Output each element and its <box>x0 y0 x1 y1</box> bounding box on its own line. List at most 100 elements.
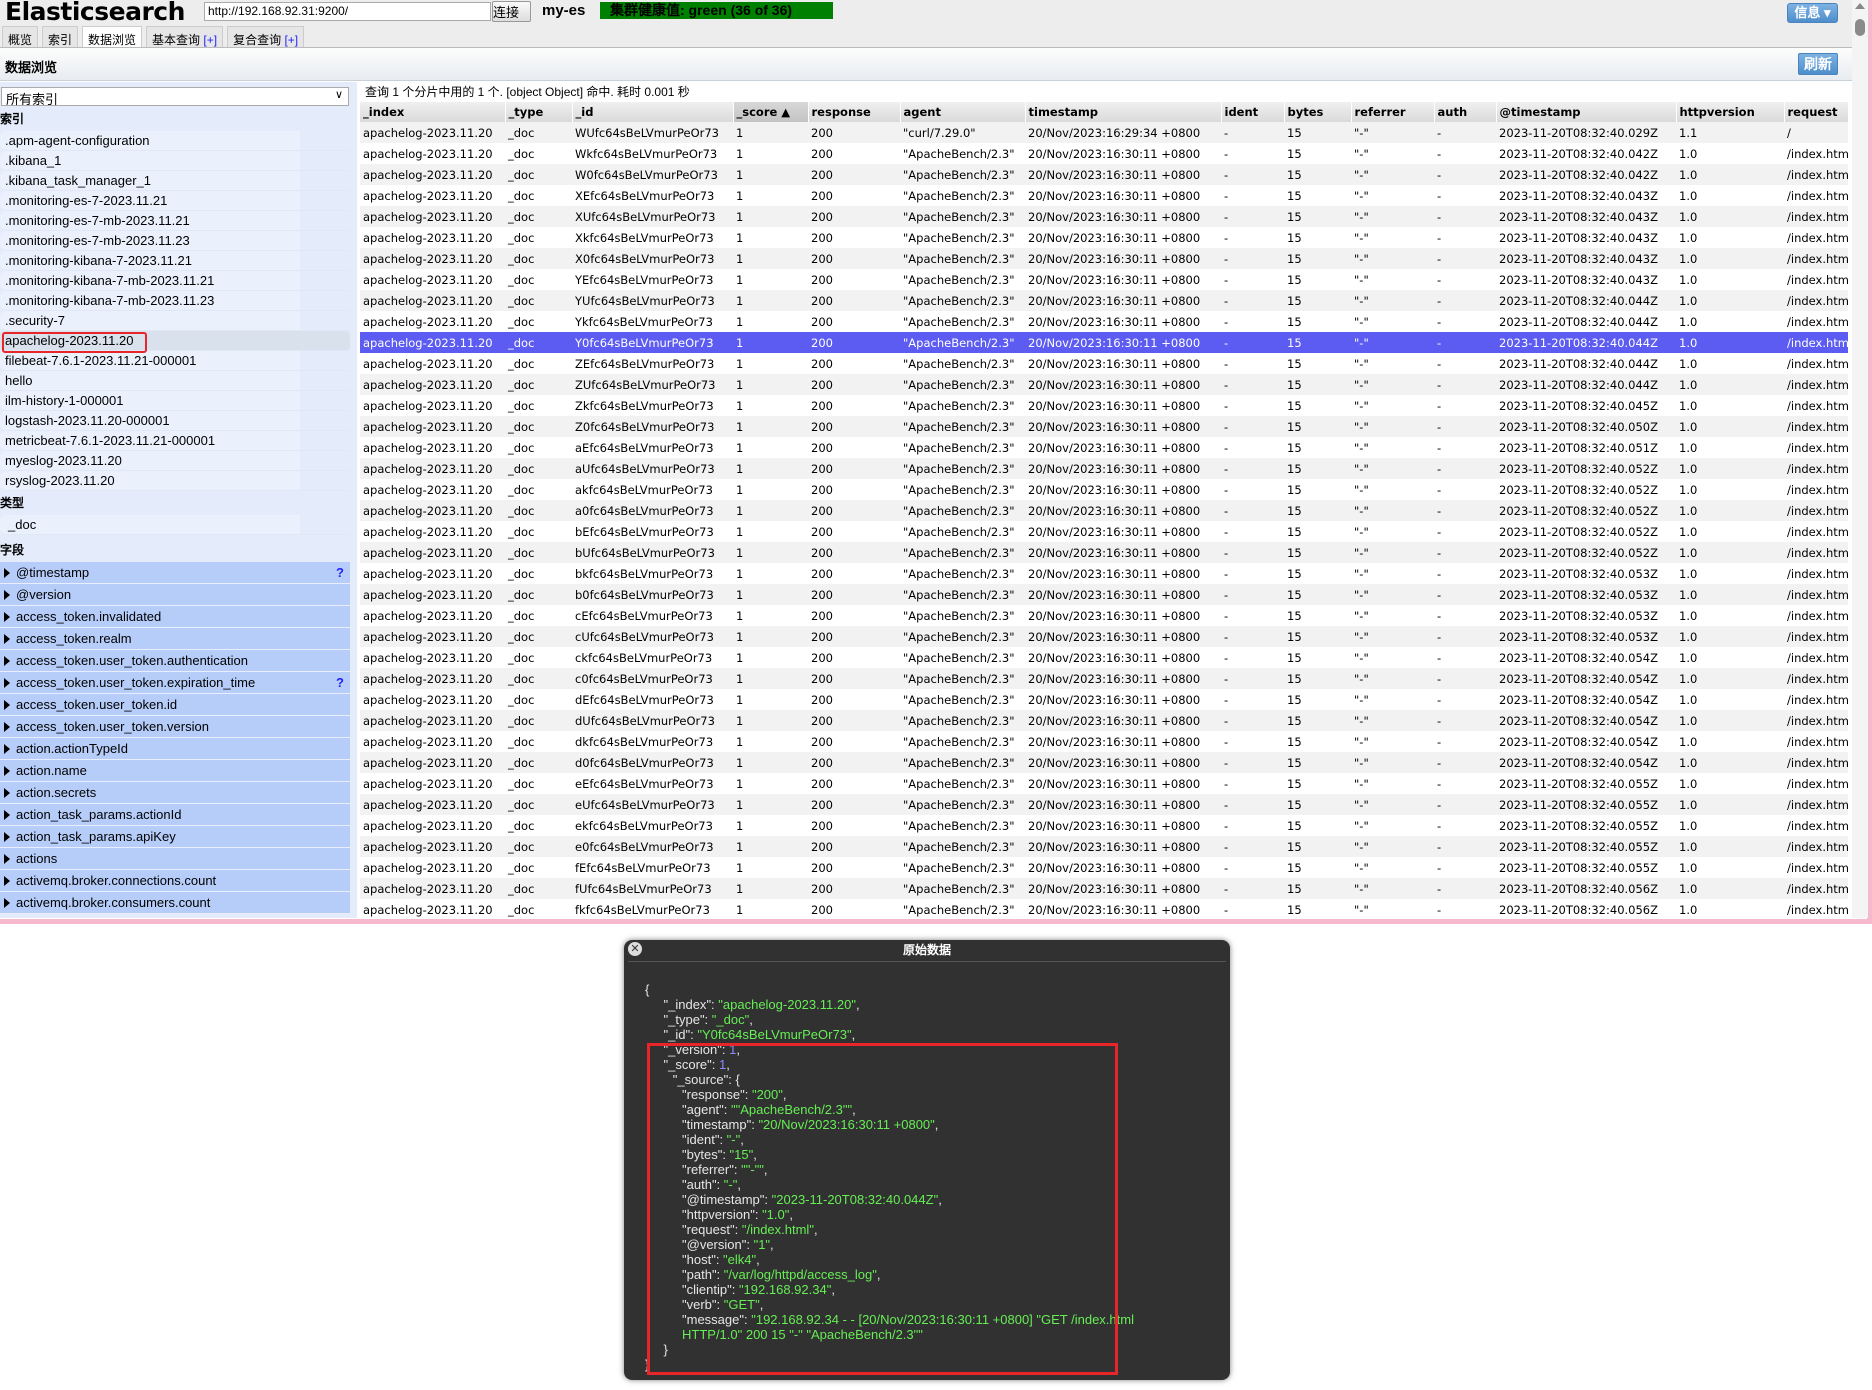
column-header[interactable]: _index <box>360 102 506 122</box>
tab-1[interactable]: 索引 <box>42 26 79 48</box>
refresh-button[interactable]: 刷新 <box>1798 53 1838 75</box>
table-row[interactable]: apachelog-2023.11.20 _doc Xkfc64sBeLVmurPe… <box>360 227 1848 248</box>
column-header[interactable]: httpversion <box>1676 102 1785 122</box>
sidebar-field-item[interactable]: activemq.broker.connections.count <box>0 870 350 892</box>
column-header[interactable]: bytes <box>1284 102 1352 122</box>
table-row[interactable]: apachelog-2023.11.20 _doc d0fc64sBeLVmurPe… <box>360 752 1848 773</box>
table-row[interactable]: apachelog-2023.11.20 _doc bEfc64sBeLVmurPe… <box>360 521 1848 542</box>
expand-triangle-icon[interactable] <box>4 656 10 666</box>
expand-triangle-icon[interactable] <box>4 634 10 644</box>
column-header[interactable]: _score ▲ <box>733 102 809 122</box>
sidebar-index-item[interactable]: metricbeat-7.6.1-2023.11.21-000001 <box>0 431 350 451</box>
table-row[interactable]: apachelog-2023.11.20 _doc a0fc64sBeLVmurPe… <box>360 500 1848 521</box>
column-header[interactable]: auth <box>1434 102 1497 122</box>
table-row[interactable]: apachelog-2023.11.20 _doc eEfc64sBeLVmurPe… <box>360 773 1848 794</box>
table-row[interactable]: apachelog-2023.11.20 _doc W0fc64sBeLVmurPe… <box>360 164 1848 185</box>
sidebar-index-item[interactable]: ilm-history-1-000001 <box>0 391 350 411</box>
sidebar-field-item[interactable]: @version <box>0 584 350 606</box>
table-row[interactable]: apachelog-2023.11.20 _doc dEfc64sBeLVmurPe… <box>360 689 1848 710</box>
table-row[interactable]: apachelog-2023.11.20 _doc e0fc64sBeLVmurPe… <box>360 836 1848 857</box>
expand-triangle-icon[interactable] <box>4 832 10 842</box>
table-row[interactable]: apachelog-2023.11.20 _doc dkfc64sBeLVmurPe… <box>360 731 1848 752</box>
column-header[interactable]: timestamp <box>1025 102 1222 122</box>
sidebar-field-item[interactable]: access_token.user_token.expiration_time? <box>0 672 350 694</box>
table-row[interactable]: apachelog-2023.11.20 _doc bkfc64sBeLVmurPe… <box>360 563 1848 584</box>
sidebar-index-item[interactable]: myeslog-2023.11.20 <box>0 451 350 471</box>
table-row[interactable]: apachelog-2023.11.20 _doc YUfc64sBeLVmurPe… <box>360 290 1848 311</box>
table-row[interactable]: apachelog-2023.11.20 _doc fUfc64sBeLVmurPe… <box>360 878 1848 899</box>
table-row[interactable]: apachelog-2023.11.20 _doc XUfc64sBeLVmurPe… <box>360 206 1848 227</box>
sidebar-index-item[interactable]: .kibana_task_manager_1 <box>0 171 350 191</box>
expand-triangle-icon[interactable] <box>4 854 10 864</box>
sidebar-index-item[interactable]: .monitoring-kibana-7-mb-2023.11.21 <box>0 271 350 291</box>
sidebar-field-item[interactable]: action_task_params.actionId <box>0 804 350 826</box>
add-tab-link[interactable]: [+] <box>284 33 299 47</box>
expand-triangle-icon[interactable] <box>4 744 10 754</box>
tab-4[interactable]: 复合查询 [+] <box>227 26 305 48</box>
table-row[interactable]: apachelog-2023.11.20 _doc akfc64sBeLVmurPe… <box>360 479 1848 500</box>
tab-3[interactable]: 基本查询 [+] <box>146 26 224 48</box>
sidebar-field-item[interactable]: action_task_params.apiKey <box>0 826 350 848</box>
sidebar-index-item[interactable]: hello <box>0 371 350 391</box>
index-select[interactable]: 所有索引 ∨ <box>1 87 349 107</box>
help-icon[interactable]: ? <box>336 675 344 690</box>
tab-2[interactable]: 数据浏览 <box>82 26 143 49</box>
table-row[interactable]: apachelog-2023.11.20 _doc Wkfc64sBeLVmurPe… <box>360 143 1848 164</box>
sidebar-field-item[interactable]: access_token.invalidated <box>0 606 350 628</box>
table-row[interactable]: apachelog-2023.11.20 _doc fkfc64sBeLVmurPe… <box>360 899 1848 918</box>
table-row[interactable]: apachelog-2023.11.20 _doc YEfc64sBeLVmurPe… <box>360 269 1848 290</box>
sidebar-field-item[interactable]: access_token.user_token.id <box>0 694 350 716</box>
column-header[interactable]: referrer <box>1351 102 1435 122</box>
scrollbar-thumb[interactable] <box>1855 19 1865 36</box>
table-row[interactable]: apachelog-2023.11.20 _doc ZUfc64sBeLVmurPe… <box>360 374 1848 395</box>
table-row[interactable]: apachelog-2023.11.20 _doc ZEfc64sBeLVmurPe… <box>360 353 1848 374</box>
scrollbar[interactable] <box>1852 0 1868 918</box>
scroll-up-arrow-icon[interactable] <box>1855 3 1865 9</box>
connect-button[interactable]: 连接 <box>492 1 531 22</box>
add-tab-link[interactable]: [+] <box>203 33 218 47</box>
sidebar-index-item[interactable]: .apm-agent-configuration <box>0 131 350 151</box>
table-row[interactable]: apachelog-2023.11.20 _doc cEfc64sBeLVmurPe… <box>360 605 1848 626</box>
sidebar-index-item[interactable]: .monitoring-es-7-2023.11.21 <box>0 191 350 211</box>
sidebar-index-item[interactable]: rsyslog-2023.11.20 <box>0 471 350 491</box>
column-header[interactable]: _id <box>572 102 734 122</box>
sidebar-index-item[interactable]: filebeat-7.6.1-2023.11.21-000001 <box>0 351 350 371</box>
column-header[interactable]: ident <box>1221 102 1285 122</box>
expand-triangle-icon[interactable] <box>4 810 10 820</box>
sidebar-index-item[interactable]: .monitoring-es-7-mb-2023.11.21 <box>0 211 350 231</box>
help-icon[interactable]: ? <box>336 565 344 580</box>
table-row[interactable]: apachelog-2023.11.20 _doc b0fc64sBeLVmurPe… <box>360 584 1848 605</box>
table-row[interactable]: apachelog-2023.11.20 _doc X0fc64sBeLVmurPe… <box>360 248 1848 269</box>
column-header[interactable]: agent <box>900 102 1026 122</box>
sidebar-index-item[interactable]: .monitoring-kibana-7-2023.11.21 <box>0 251 350 271</box>
sidebar-field-item[interactable]: access_token.user_token.version <box>0 716 350 738</box>
table-row[interactable]: apachelog-2023.11.20 _doc ckfc64sBeLVmurPe… <box>360 647 1848 668</box>
column-header[interactable]: request <box>1784 102 1849 122</box>
expand-triangle-icon[interactable] <box>4 678 10 688</box>
expand-triangle-icon[interactable] <box>4 568 10 578</box>
expand-triangle-icon[interactable] <box>4 788 10 798</box>
cluster-url-input[interactable]: http://192.168.92.31:9200/ <box>204 2 491 21</box>
sidebar-field-item[interactable]: action.actionTypeId <box>0 738 350 760</box>
sidebar-field-item[interactable]: access_token.user_token.authentication <box>0 650 350 672</box>
table-row[interactable]: apachelog-2023.11.20 _doc WUfc64sBeLVmurPe… <box>360 122 1848 143</box>
sidebar-type-item[interactable]: _doc <box>0 515 350 535</box>
column-header[interactable]: @timestamp <box>1496 102 1677 122</box>
column-header[interactable]: _type <box>505 102 573 122</box>
tab-0[interactable]: 概览 <box>2 26 39 48</box>
sidebar-index-item[interactable]: .monitoring-es-7-mb-2023.11.23 <box>0 231 350 251</box>
info-dropdown-button[interactable]: 信息 ▾ <box>1787 3 1838 23</box>
table-row[interactable]: apachelog-2023.11.20 _doc ekfc64sBeLVmurPe… <box>360 815 1848 836</box>
table-row[interactable]: apachelog-2023.11.20 _doc bUfc64sBeLVmurPe… <box>360 542 1848 563</box>
expand-triangle-icon[interactable] <box>4 612 10 622</box>
table-row[interactable]: apachelog-2023.11.20 _doc aUfc64sBeLVmurPe… <box>360 458 1848 479</box>
table-row[interactable]: apachelog-2023.11.20 _doc aEfc64sBeLVmurPe… <box>360 437 1848 458</box>
expand-triangle-icon[interactable] <box>4 766 10 776</box>
sidebar-field-item[interactable]: action.name <box>0 760 350 782</box>
sidebar-index-item[interactable]: .kibana_1 <box>0 151 350 171</box>
expand-triangle-icon[interactable] <box>4 722 10 732</box>
expand-triangle-icon[interactable] <box>4 590 10 600</box>
table-row[interactable]: apachelog-2023.11.20 _doc eUfc64sBeLVmurPe… <box>360 794 1848 815</box>
column-header[interactable]: response <box>808 102 901 122</box>
table-row[interactable]: apachelog-2023.11.20 _doc Z0fc64sBeLVmurPe… <box>360 416 1848 437</box>
